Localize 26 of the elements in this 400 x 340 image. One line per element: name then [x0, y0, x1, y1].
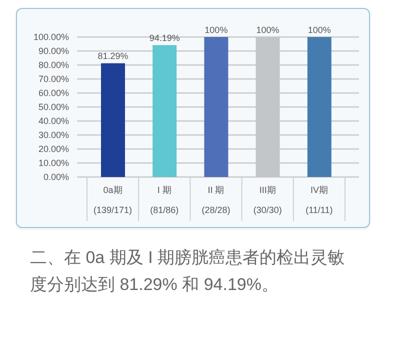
y-tick-label: 70.00%	[38, 74, 69, 84]
data-label: 81.29%	[98, 51, 128, 62]
y-tick-label: 50.00%	[38, 102, 69, 112]
y-tick-label: 60.00%	[38, 88, 69, 98]
data-label: 100%	[204, 25, 228, 35]
y-tick-label: 100.00%	[33, 32, 69, 42]
bar	[204, 37, 228, 177]
x-tick-label: II 期 (28/28)	[202, 185, 230, 215]
bar	[152, 45, 177, 177]
bar	[101, 63, 125, 177]
x-tick-label: 0a期 (139/171)	[94, 185, 132, 215]
x-tick-label: I 期 (81/86)	[150, 185, 179, 215]
bar	[307, 37, 332, 177]
x-tick-label: III期 (30/30)	[253, 185, 282, 215]
y-tick-label: 20.00%	[38, 144, 69, 154]
y-tick-label: 80.00%	[38, 60, 69, 70]
y-tick-label: 0.00%	[43, 172, 69, 182]
y-tick-label: 40.00%	[38, 116, 69, 126]
y-tick-label: 10.00%	[38, 158, 69, 168]
data-label: 100%	[308, 25, 331, 35]
y-tick-label: 90.00%	[38, 46, 69, 56]
data-label: 94.19%	[149, 33, 180, 44]
x-tick-label: IV期 (11/11)	[306, 185, 333, 215]
data-label: 100%	[256, 25, 280, 35]
y-tick-label: 30.00%	[38, 130, 69, 140]
text: 二、在 0a 期及 I 期膀胱癌患者的检出灵敏度分别达到 81.29% 和 94.19%。	[30, 247, 346, 296]
